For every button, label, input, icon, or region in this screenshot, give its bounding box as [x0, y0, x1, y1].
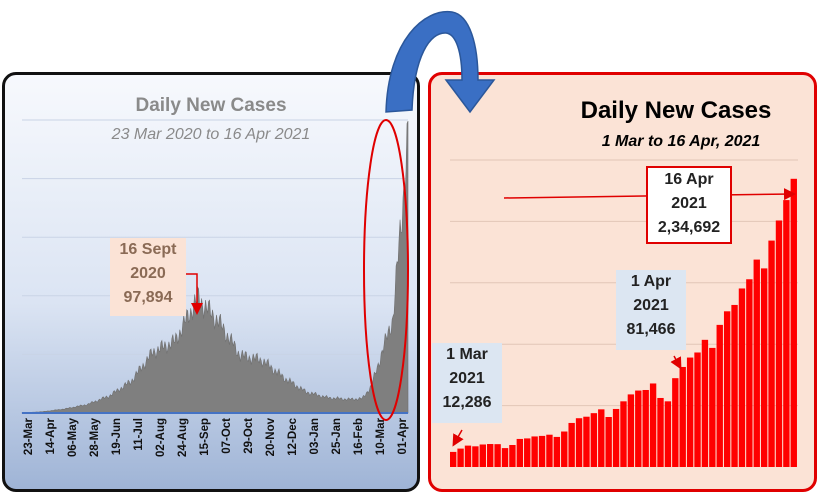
- bar: [509, 444, 516, 467]
- callout-mar1-value: 12,286: [442, 394, 492, 411]
- bar: [457, 448, 464, 467]
- left-chart-panel: Daily New Cases 23 Mar 2020 to 16 Apr 20…: [2, 72, 420, 492]
- left-series-area: [21, 120, 409, 414]
- bar: [731, 304, 738, 467]
- right-chart-subtitle: 1 Mar to 16 Apr, 2021: [601, 133, 761, 150]
- callout-apr16-date: 16 Apr: [664, 171, 714, 188]
- bar: [620, 401, 627, 467]
- bar: [501, 448, 509, 467]
- callout-sept16: 16 Sept 2020 97,894: [110, 238, 186, 316]
- callout-apr16-value: 2,34,692: [657, 219, 721, 236]
- bar: [612, 408, 620, 467]
- bar: [575, 418, 583, 467]
- left-x-tick-label: 10-Mar: [375, 417, 387, 455]
- callout-mar1-date: 1 Mar: [446, 346, 488, 363]
- left-x-tick-label: 06-May: [67, 417, 79, 457]
- bar: [657, 397, 664, 467]
- left-x-tick-labels: 23-Mar 14-Apr 06-May 28-May 19-Jun 11-Jul 02-A…: [23, 417, 409, 457]
- bar: [694, 352, 701, 467]
- bar: [479, 444, 486, 467]
- bar: [760, 268, 768, 467]
- bar: [524, 438, 531, 467]
- left-x-tick-label: 24-Aug: [177, 418, 189, 457]
- left-x-tick-label: 29-Oct: [243, 418, 255, 454]
- callout-pointer-apr1: [670, 355, 682, 370]
- bar: [672, 378, 679, 467]
- left-gridlines: [22, 119, 408, 355]
- bar: [590, 413, 598, 467]
- bar: [464, 445, 472, 467]
- bar: [568, 422, 575, 467]
- bar: [472, 446, 479, 467]
- callout-apr16: 16 Apr 2021 2,34,692: [646, 166, 732, 244]
- bar: [790, 178, 797, 468]
- bar: [679, 366, 686, 467]
- left-x-tick-label: 15-Sep: [199, 418, 211, 456]
- left-x-tick-label: 01-Apr: [397, 417, 409, 454]
- bar: [531, 436, 538, 467]
- callout-apr1-year: 2021: [633, 297, 669, 314]
- left-x-tick-label: 03-Jan: [309, 418, 321, 454]
- bar: [538, 435, 546, 467]
- left-x-tick-label: 11-Jul: [133, 418, 145, 451]
- bar: [738, 288, 746, 467]
- left-x-tick-label: 14-Apr: [45, 417, 57, 454]
- callout-sept16-value: 97,894: [123, 289, 173, 306]
- bar: [494, 444, 501, 467]
- bar: [753, 259, 760, 467]
- bar: [775, 220, 783, 467]
- left-chart-title: Daily New Cases: [135, 95, 287, 116]
- callout-pointer-mar1: [452, 429, 464, 447]
- bar: [642, 389, 649, 467]
- bar: [450, 451, 457, 467]
- bar: [701, 339, 709, 467]
- right-chart-title: Daily New Cases: [580, 97, 772, 124]
- left-chart-subtitle: 23 Mar 2020 to 16 Apr 2021: [111, 126, 311, 143]
- callout-sept16-year: 2020: [130, 265, 166, 282]
- callout-apr1-date: 1 Apr: [630, 273, 672, 290]
- bar: [649, 383, 657, 467]
- left-x-tick-label: 20-Nov: [265, 417, 277, 456]
- left-x-tick-label: 23-Mar: [23, 417, 35, 455]
- left-x-tick-label: 19-Jun: [111, 418, 123, 455]
- bar: [553, 436, 561, 467]
- bar: [768, 240, 775, 467]
- bar: [709, 347, 716, 467]
- callout-apr16-year: 2021: [671, 195, 707, 212]
- bar: [635, 390, 642, 467]
- bar: [516, 438, 524, 467]
- callout-mar1-year: 2021: [449, 370, 485, 387]
- bar: [546, 434, 553, 467]
- left-x-tick-label: 02-Aug: [155, 418, 167, 457]
- left-x-tick-label: 16-Feb: [353, 418, 365, 455]
- callout-apr1: 1 Apr 2021 81,466: [616, 270, 686, 350]
- bar: [723, 311, 731, 467]
- bar: [487, 444, 494, 467]
- right-bars: [450, 178, 797, 468]
- bar: [746, 279, 753, 467]
- left-x-tick-label: 07-Oct: [221, 418, 233, 454]
- bar: [627, 394, 635, 467]
- bar: [783, 200, 790, 467]
- bar: [686, 357, 694, 467]
- transfer-arrow-icon: [385, 10, 496, 114]
- left-x-tick-label: 28-May: [89, 417, 101, 457]
- bar: [664, 401, 672, 467]
- bar: [605, 417, 612, 467]
- bar: [598, 409, 605, 467]
- callout-mar1: 1 Mar 2021 12,286: [432, 343, 502, 423]
- bar: [583, 416, 590, 467]
- left-x-tick-label: 12-Dec: [287, 417, 299, 455]
- bar: [561, 431, 568, 467]
- left-x-tick-label: 25-Jan: [331, 418, 343, 454]
- bar: [716, 324, 723, 467]
- callout-apr1-value: 81,466: [626, 321, 676, 338]
- highlight-ellipse: [363, 119, 409, 421]
- callout-sept16-date: 16 Sept: [119, 241, 177, 258]
